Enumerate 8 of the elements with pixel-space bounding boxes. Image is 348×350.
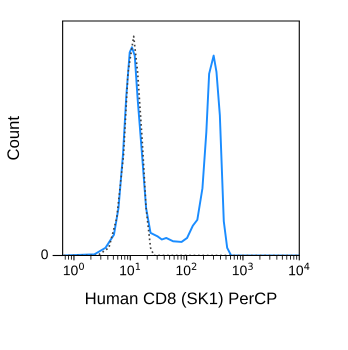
x-tick-label: 10$^{1}$ (120, 262, 140, 276)
x-tick-label: 10$^{2}$ (176, 262, 196, 276)
x-tick-label: 10$^{3}$ (232, 262, 253, 276)
x-tick-label: 10$^{0}$ (64, 262, 84, 276)
text: 0 (41, 249, 48, 260)
x-tick-label: 10$^{4}$ (289, 262, 310, 276)
y-axis-title: Count (7, 116, 20, 160)
x-axis-title: Human CD8 (SK1) PerCP (86, 292, 276, 308)
